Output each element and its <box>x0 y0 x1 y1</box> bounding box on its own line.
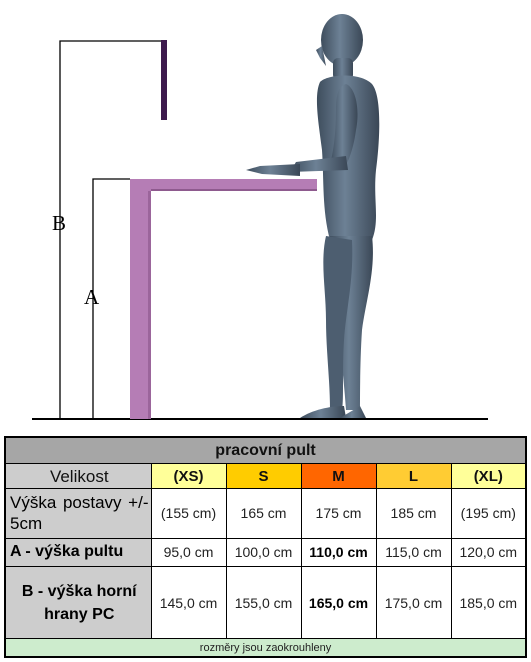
cell-desk-l: 115,0 cm <box>375 537 452 567</box>
table-title: pracovní pult <box>4 436 527 465</box>
label-a: A <box>84 285 100 309</box>
standing-person <box>246 14 380 418</box>
cell-height-l: 185 cm <box>375 488 452 539</box>
cell-desk-xl: 120,0 cm <box>450 537 527 567</box>
row-label-desk-height: A - výška pultu <box>4 537 152 567</box>
cell-height-m: 175 cm <box>300 488 377 539</box>
label-b: B <box>52 211 66 235</box>
desk-height-diagram: B A <box>32 14 488 420</box>
dimension-line-b <box>59 40 162 419</box>
cell-height-s: 165 cm <box>225 488 302 539</box>
row-label-body-height: Výška postavy +/- 5cm <box>4 488 152 539</box>
table-footer-note: rozměry jsou zaokrouhleny <box>4 638 527 658</box>
size-header-l: L <box>375 463 452 490</box>
dimension-line-a <box>92 178 130 419</box>
size-header-m: M <box>300 463 377 490</box>
cell-pc-l: 175,0 cm <box>375 565 452 640</box>
cell-desk-xs: 95,0 cm <box>150 537 227 567</box>
cell-desk-s: 100,0 cm <box>225 537 302 567</box>
cell-pc-xl: 185,0 cm <box>450 565 527 640</box>
size-header-xs: (XS) <box>150 463 227 490</box>
cell-desk-m: 110,0 cm <box>300 537 377 567</box>
monitor-edge-bar <box>161 40 167 120</box>
cell-height-xl: (195 cm) <box>450 488 527 539</box>
cell-pc-s: 155,0 cm <box>225 565 302 640</box>
cell-height-xs: (155 cm) <box>150 488 227 539</box>
desk-shape <box>130 179 317 419</box>
size-header-xl: (XL) <box>450 463 527 490</box>
row-label-pc-edge-height: B - výška horní hrany PC <box>4 565 152 640</box>
cell-pc-xs: 145,0 cm <box>150 565 227 640</box>
cell-pc-m: 165,0 cm <box>300 565 377 640</box>
size-header-label: Velikost <box>4 463 152 490</box>
size-table: pracovní pult Velikost (XS) S M L (XL) V… <box>4 436 528 658</box>
size-header-s: S <box>225 463 302 490</box>
